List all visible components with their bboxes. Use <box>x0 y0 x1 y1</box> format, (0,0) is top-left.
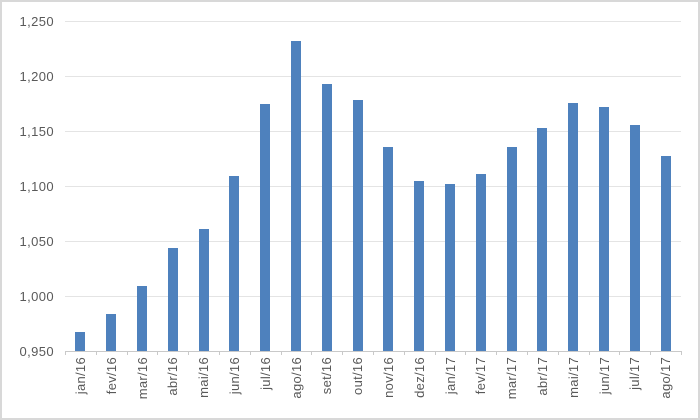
x-axis-tick <box>589 351 590 355</box>
bar-abr-17 <box>537 128 547 351</box>
x-axis-tick <box>558 351 559 355</box>
x-tick-label: jul/16 <box>258 357 273 390</box>
bar-fev-17 <box>476 174 486 351</box>
bar-jun-17 <box>599 107 609 351</box>
x-axis-tick <box>96 351 97 355</box>
x-axis-tick <box>188 351 189 355</box>
x-tick-label: jun/17 <box>597 357 612 395</box>
x-axis-tick <box>435 351 436 355</box>
x-tick-label: mar/16 <box>135 357 150 400</box>
gridline <box>65 296 681 297</box>
bar-set-16 <box>322 84 332 351</box>
x-tick-label: dez/16 <box>412 357 427 398</box>
x-axis-tick <box>650 351 651 355</box>
x-axis-tick <box>311 351 312 355</box>
x-tick-label: jun/16 <box>227 357 242 395</box>
bar-jan-17 <box>445 184 455 351</box>
x-axis-tick <box>281 351 282 355</box>
y-tick-label: 1,100 <box>19 179 54 194</box>
bar-jul-17 <box>630 125 640 351</box>
bar-jun-16 <box>229 176 239 351</box>
gridline <box>65 21 681 22</box>
bar-mar-16 <box>137 286 147 351</box>
y-tick-label: 1,250 <box>19 14 54 29</box>
x-tick-label: fev/16 <box>104 357 119 395</box>
x-tick-label: nov/16 <box>381 357 396 398</box>
bar-out-16 <box>353 100 363 351</box>
x-axis-tick <box>404 351 405 355</box>
x-axis-tick <box>127 351 128 355</box>
gridline <box>65 186 681 187</box>
gridline <box>65 76 681 77</box>
x-axis-tick <box>342 351 343 355</box>
x-tick-label: mai/16 <box>196 357 211 398</box>
x-axis-tick <box>65 351 66 355</box>
x-tick-label: mar/17 <box>504 357 519 400</box>
y-tick-label: 1,200 <box>19 69 54 84</box>
y-tick-label: 1,150 <box>19 124 54 139</box>
y-tick-label: 1,050 <box>19 234 54 249</box>
x-axis-tick <box>219 351 220 355</box>
x-axis-tick <box>373 351 374 355</box>
bar-abr-16 <box>168 248 178 351</box>
x-tick-label: jan/16 <box>73 357 88 395</box>
x-tick-label: set/16 <box>319 357 334 395</box>
bar-mar-17 <box>507 147 517 351</box>
bar-jul-16 <box>260 104 270 351</box>
bar-mai-16 <box>199 229 209 351</box>
bar-jan-16 <box>75 332 85 351</box>
gridline <box>65 241 681 242</box>
bar-nov-16 <box>383 147 393 351</box>
x-tick-label: ago/16 <box>289 357 304 399</box>
x-tick-label: abr/16 <box>165 357 180 396</box>
y-tick-label: 0,950 <box>19 344 54 359</box>
x-tick-label: ago/17 <box>658 357 673 399</box>
bar-fev-16 <box>106 314 116 351</box>
x-axis-tick <box>527 351 528 355</box>
bar-mai-17 <box>568 103 578 351</box>
bar-dez-16 <box>414 181 424 351</box>
bar-ago-16 <box>291 41 301 351</box>
x-axis-tick <box>465 351 466 355</box>
x-axis-tick <box>250 351 251 355</box>
x-axis-tick <box>681 351 682 355</box>
x-tick-label: jan/17 <box>443 357 458 395</box>
x-axis-tick <box>619 351 620 355</box>
x-tick-label: fev/17 <box>473 357 488 395</box>
x-tick-label: jul/17 <box>627 357 642 390</box>
x-tick-label: abr/17 <box>535 357 550 396</box>
x-tick-label: mai/17 <box>566 357 581 398</box>
x-axis-tick <box>496 351 497 355</box>
bar-ago-17 <box>661 156 671 351</box>
y-tick-label: 1,000 <box>19 289 54 304</box>
x-axis-tick <box>157 351 158 355</box>
gridline <box>65 131 681 132</box>
x-tick-label: out/16 <box>350 357 365 395</box>
